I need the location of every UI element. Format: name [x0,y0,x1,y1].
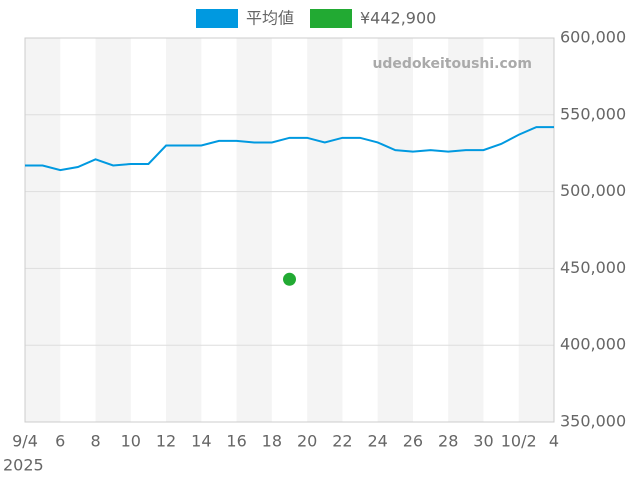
x-tick-label: 24 [367,432,387,451]
y-tick-label: 550,000 [560,104,626,123]
band [377,38,413,422]
x-tick-label: 16 [226,432,246,451]
band [518,38,554,422]
x-tick-label: 4 [549,432,559,451]
x-tick-label: 9/4 [12,432,38,451]
y-tick-label: 500,000 [560,181,626,200]
watermark: udedokeitoushi.com [372,56,532,72]
x-tick-label: 6 [55,432,65,451]
x-tick-label: 10 [121,432,141,451]
band [166,38,202,422]
band [95,38,131,422]
x-tick-label: 8 [90,432,100,451]
data-point [283,272,296,286]
band [236,38,272,422]
legend-swatch [310,9,352,28]
legend-label: 平均値 [246,9,294,28]
x-tick-label: 26 [403,432,423,451]
y-tick-label: 600,000 [560,28,626,47]
band [307,38,343,422]
x-tick-label: 10/2 [501,432,537,451]
background-bands [25,38,554,422]
plot-frame [24,37,555,423]
x-tick-label: 20 [297,432,317,451]
y-tick-label: 350,000 [560,412,626,431]
x-tick-label: 14 [191,432,211,451]
band [448,38,484,422]
band [25,38,61,422]
x-tick-label: 30 [473,432,493,451]
series-line [25,126,554,172]
year-label: 2025 [3,456,44,475]
y-tick-label: 450,000 [560,258,626,277]
legend-swatch [196,9,238,28]
x-tick-label: 12 [156,432,176,451]
x-tick-label: 28 [438,432,458,451]
x-tick-label: 22 [332,432,352,451]
x-tick-label: 18 [262,432,282,451]
legend-label: ¥442,900 [360,9,436,28]
y-tick-label: 400,000 [560,335,626,354]
